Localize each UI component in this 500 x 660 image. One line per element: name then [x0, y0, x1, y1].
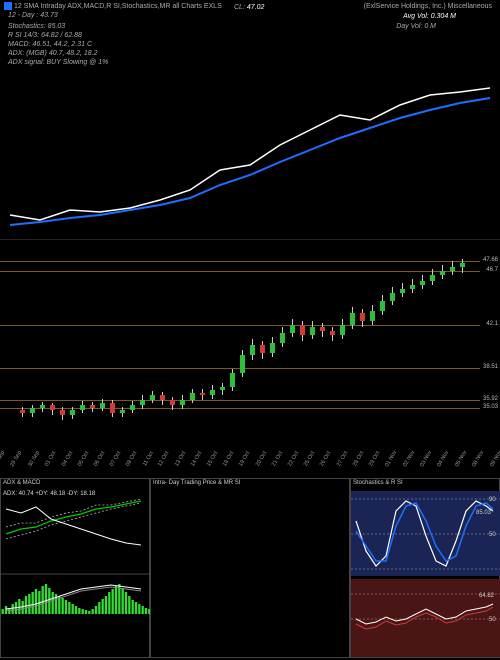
svg-text:85.03: 85.03 — [476, 510, 492, 516]
svg-text:64.82: 64.82 — [479, 593, 495, 599]
svg-text:50: 50 — [489, 532, 496, 538]
stoch-rsi-panel: Stochastics & R SI 905085.0364.8250 — [350, 478, 500, 658]
price-ma-line-chart — [0, 70, 500, 240]
bottom-indicators: ADX & MACD ADX: 40.74 +DY: 48.18 -DY: 18… — [0, 478, 500, 658]
svg-text:50: 50 — [489, 617, 496, 623]
header-line1-right: (ExlService Holdings, Inc.) Miscellaneou… — [364, 3, 492, 10]
intraday-panel: Intra- Day Trading Price & MR SI — [150, 478, 350, 658]
adx-macd-panel: ADX & MACD ADX: 40.74 +DY: 48.18 -DY: 18… — [0, 478, 150, 658]
date-axis: 28 Sep29 Sep30 Sep01 Oct04 Oct05 Oct06 O… — [0, 445, 500, 470]
header-info: 12 SMA Intraday ADX,MACD,R SI,Stochastic… — [4, 2, 496, 11]
candlestick-panel: 47.6846.742.138.5135.9235.03 — [0, 245, 500, 445]
svg-text:90: 90 — [489, 497, 496, 503]
header-line1-left: 12 SMA Intraday ADX,MACD,R SI,Stochastic… — [14, 3, 222, 10]
